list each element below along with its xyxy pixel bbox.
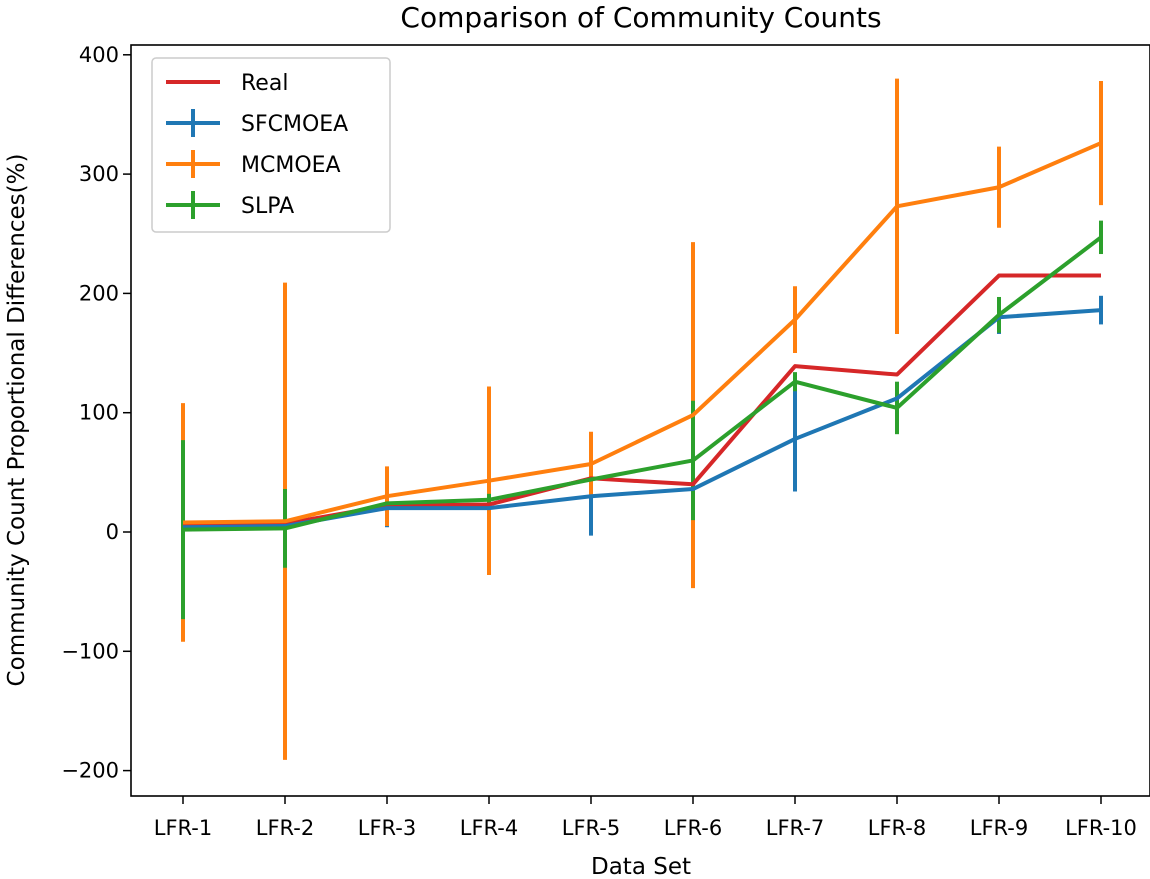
legend: Real SFCMOEA MCMOEA SLPA (151, 57, 391, 233)
legend-label-mcmoea: MCMOEA (241, 153, 341, 178)
x-tick-label: LFR-10 (1065, 816, 1137, 840)
y-tick-label: 200 (79, 281, 119, 305)
series-line-slpa (182, 235, 1103, 532)
x-tick-label: LFR-4 (460, 816, 518, 840)
series-lines (182, 141, 1103, 532)
plot-frame (130, 44, 1150, 797)
chart-title: Comparison of Community Counts (400, 1, 881, 34)
x-tick-label: LFR-8 (868, 816, 926, 840)
y-tick-label: 300 (79, 162, 119, 186)
y-tick-label: 400 (79, 43, 119, 67)
legend-label-slpa: SLPA (241, 194, 294, 219)
x-tick-label: LFR-5 (562, 816, 620, 840)
legend-label-real: Real (241, 71, 288, 96)
y-axis-title: Community Count Proportional Differences… (4, 154, 30, 687)
y-tick-label: 100 (79, 401, 119, 425)
y-tick-label: 0 (106, 520, 119, 544)
x-axis: LFR-1 LFR-2 LFR-3 LFR-4 LFR-5 LFR-6 LFR-7 LFR-8… (154, 796, 1137, 840)
x-tick-label: LFR-7 (766, 816, 824, 840)
y-axis: −200 −100 0 100 200 300 400 (61, 43, 131, 783)
x-tick-label: LFR-6 (664, 816, 722, 840)
y-tick-label: −100 (61, 639, 119, 663)
x-tick-label: LFR-2 (256, 816, 314, 840)
x-tick-label: LFR-1 (154, 816, 212, 840)
x-tick-label: LFR-3 (358, 816, 416, 840)
x-tick-label: LFR-9 (970, 816, 1028, 840)
x-axis-title: Data Set (591, 854, 691, 879)
legend-label-sfcmoea: SFCMOEA (241, 112, 348, 137)
y-tick-label: −200 (61, 759, 119, 783)
series-line-mcmoea (182, 141, 1102, 525)
legend-box (151, 57, 391, 233)
